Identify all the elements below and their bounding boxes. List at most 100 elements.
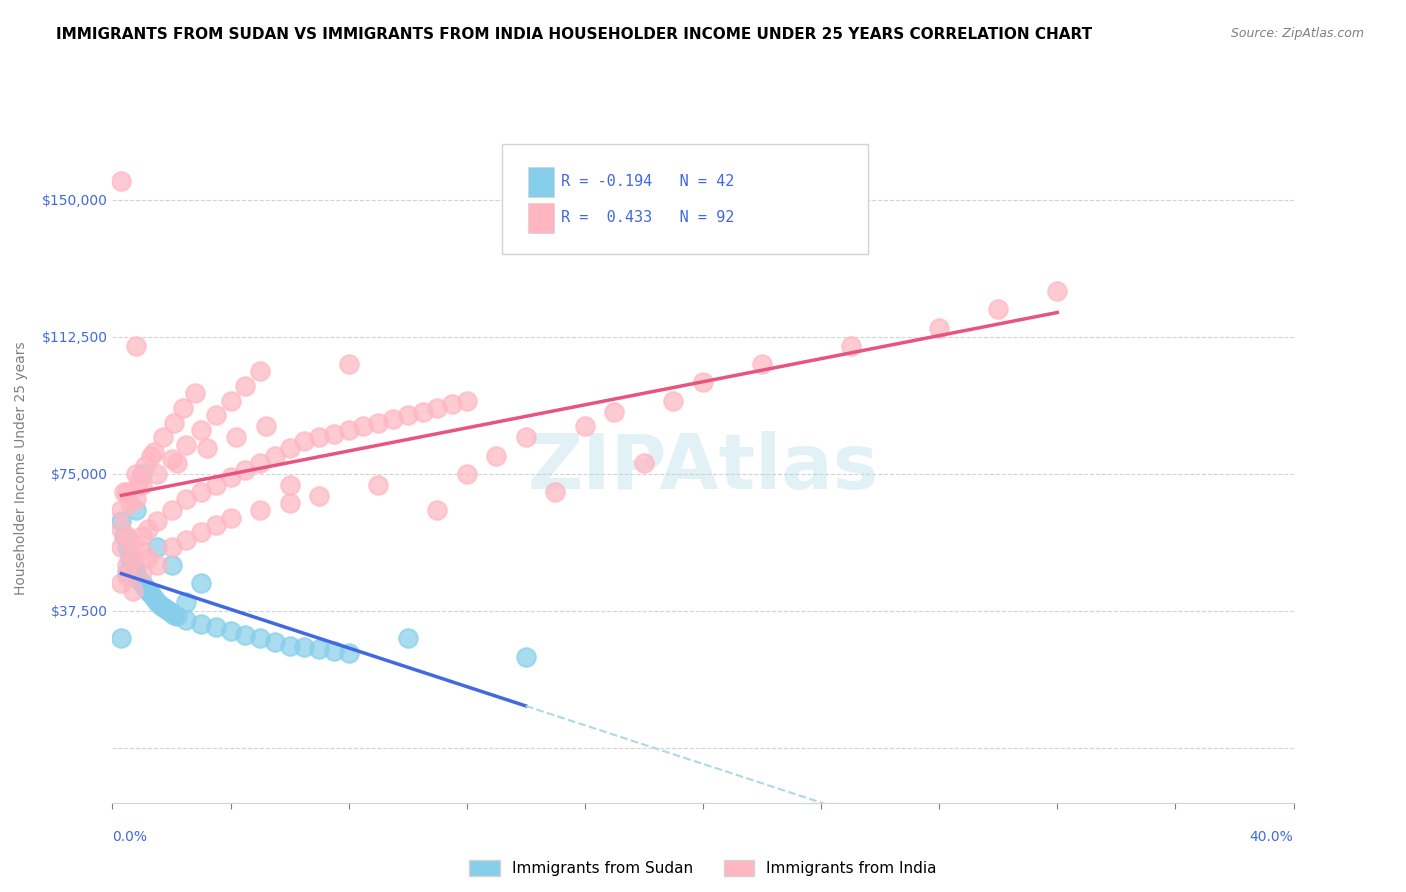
Text: R =  0.433   N = 92: R = 0.433 N = 92	[561, 210, 735, 225]
Point	[131, 529, 153, 543]
Point	[146, 595, 169, 609]
Point	[142, 445, 165, 459]
Point	[125, 503, 148, 517]
Point	[308, 430, 330, 444]
Point	[633, 456, 655, 470]
Point	[987, 302, 1010, 317]
Point	[367, 477, 389, 491]
Point	[117, 485, 138, 500]
Legend: Immigrants from Sudan, Immigrants from India: Immigrants from Sudan, Immigrants from I…	[463, 854, 943, 882]
Point	[110, 174, 132, 188]
Point	[134, 580, 156, 594]
Point	[110, 503, 132, 517]
Point	[839, 339, 862, 353]
Point	[412, 404, 434, 418]
Point	[136, 583, 159, 598]
Point	[146, 514, 169, 528]
Point	[278, 477, 301, 491]
Text: 40.0%: 40.0%	[1250, 830, 1294, 844]
Text: ZIPAtlas: ZIPAtlas	[527, 432, 879, 505]
Point	[117, 540, 138, 554]
Point	[396, 632, 419, 646]
Text: R = -0.194   N = 42: R = -0.194 N = 42	[561, 175, 735, 189]
Point	[515, 649, 537, 664]
Point	[308, 642, 330, 657]
Point	[110, 632, 132, 646]
Point	[219, 510, 242, 524]
Point	[152, 430, 174, 444]
Point	[112, 485, 135, 500]
Point	[160, 503, 183, 517]
Point	[426, 401, 449, 415]
Point	[152, 600, 174, 615]
Point	[264, 635, 287, 649]
Point	[117, 569, 138, 583]
Point	[149, 599, 172, 613]
Point	[163, 416, 186, 430]
Point	[128, 474, 150, 488]
Y-axis label: Householder Income Under 25 years: Householder Income Under 25 years	[14, 342, 28, 595]
Point	[337, 423, 360, 437]
Point	[174, 613, 197, 627]
Point	[441, 397, 464, 411]
Point	[120, 496, 142, 510]
Point	[136, 522, 159, 536]
Point	[131, 477, 153, 491]
Point	[190, 423, 212, 437]
Point	[117, 566, 138, 580]
Point	[292, 434, 315, 448]
Point	[166, 609, 188, 624]
Point	[125, 467, 148, 481]
Point	[174, 595, 197, 609]
Point	[174, 492, 197, 507]
Point	[146, 467, 169, 481]
Point	[928, 320, 950, 334]
Point	[225, 430, 247, 444]
Point	[233, 463, 256, 477]
Point	[128, 573, 150, 587]
Text: 0.0%: 0.0%	[112, 830, 148, 844]
Point	[120, 550, 142, 565]
Point	[219, 624, 242, 638]
Text: IMMIGRANTS FROM SUDAN VS IMMIGRANTS FROM INDIA HOUSEHOLDER INCOME UNDER 25 YEARS: IMMIGRANTS FROM SUDAN VS IMMIGRANTS FROM…	[56, 27, 1092, 42]
Point	[751, 357, 773, 371]
Point	[195, 441, 218, 455]
Point	[136, 550, 159, 565]
Point	[160, 606, 183, 620]
Point	[692, 376, 714, 390]
Point	[515, 430, 537, 444]
Point	[190, 525, 212, 540]
Point	[219, 393, 242, 408]
Point	[662, 393, 685, 408]
Point	[172, 401, 194, 415]
FancyBboxPatch shape	[502, 144, 869, 254]
Point	[219, 470, 242, 484]
Point	[308, 489, 330, 503]
Point	[456, 467, 478, 481]
Point	[278, 496, 301, 510]
Point	[456, 393, 478, 408]
Point	[155, 602, 177, 616]
Point	[110, 540, 132, 554]
Point	[233, 379, 256, 393]
Point	[157, 604, 180, 618]
Point	[131, 576, 153, 591]
Point	[160, 540, 183, 554]
Point	[146, 558, 169, 573]
Bar	[529, 202, 554, 233]
Point	[367, 416, 389, 430]
Point	[131, 566, 153, 580]
Point	[139, 449, 162, 463]
Point	[174, 437, 197, 451]
Point	[184, 386, 207, 401]
Point	[254, 419, 277, 434]
Point	[574, 419, 596, 434]
Point	[485, 449, 508, 463]
Point	[122, 536, 145, 550]
Point	[249, 364, 271, 378]
Point	[125, 566, 148, 580]
Point	[174, 533, 197, 547]
Point	[205, 477, 228, 491]
Point	[323, 426, 346, 441]
Point	[160, 452, 183, 467]
